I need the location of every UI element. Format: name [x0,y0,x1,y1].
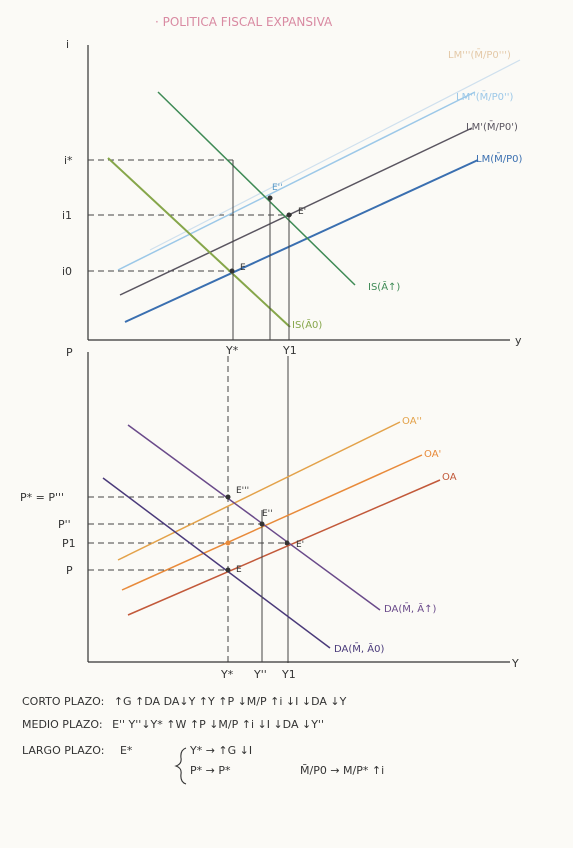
top-y-axis-label: i [66,38,69,51]
note-largo-label: LARGO PLAZO: [22,744,105,757]
label-y1-bottom: Y1 [281,668,296,681]
point-e0-bottom [225,567,231,573]
label-lm-faint: LM'''(M̄/P0''') [448,48,511,61]
point-e2 [267,195,273,201]
label-e0: E [240,263,246,273]
note-medio: MEDIO PLAZO: E'' Y''↓Y* ↑W ↑P ↓M/P ↑i ↓I… [22,718,324,731]
label-p0: P [66,564,73,577]
note-largo-tail: M̄/P0 → M/P* ↑i [300,764,385,777]
label-y1-top: Y1 [282,344,297,357]
label-e1: E' [298,207,306,217]
oa2-curve [117,421,401,561]
note-largo-line1: Y* → ↑G ↓I [190,744,253,757]
da1-curve [127,424,381,611]
label-e3-bottom: E''' [236,486,249,496]
note-corto-text: ↑G ↑DA DA↓Y ↑Y ↑P ↓M/P ↑i ↓I ↓DA ↓Y [113,695,347,708]
top-graph-labels: i y i* i1 i0 Y* Y1 LM'''(M̄/P0''') LM''(… [62,38,522,357]
point-e2-bottom [259,521,265,527]
label-e0-bottom: E [236,565,242,575]
label-da0: DA(M̄, Ā0) [334,642,384,655]
note-largo: LARGO PLAZO: E* [22,744,132,757]
bottom-x-axis-label: Y [511,657,519,670]
label-oa0: OA [442,472,457,483]
point-e3-bottom [225,494,231,500]
lm1-curve [119,127,473,296]
label-e1-bottom: E' [296,540,304,550]
is1-curve [157,91,356,286]
note-medio-label: MEDIO PLAZO: [22,718,103,731]
point-e-mid [225,540,231,546]
oa0-curve [127,479,441,616]
label-p2: P'' [58,518,71,531]
oa1-curve [121,454,423,591]
label-da1: DA(M̄, Ā↑) [384,602,436,615]
largo-brace [174,747,187,785]
label-lm2: LM''(M̄/P0'') [456,90,513,103]
label-is0: IS(Ā0) [292,318,322,331]
label-ystar-top: Y* [225,344,239,357]
label-i1: i1 [62,209,72,222]
label-istar: i* [64,154,73,167]
lm2-curve [117,91,476,271]
bottom-graph-labels: P Y P* = P''' P'' P1 P Y* Y'' Y1 OA'' OA… [20,346,519,681]
point-e0 [229,268,235,274]
point-e1-bottom [284,540,290,546]
label-ystar-bottom: Y* [220,668,234,681]
top-graph [87,45,521,341]
label-oa1: OA' [424,449,441,460]
label-y2-bottom: Y'' [253,668,267,681]
note-medio-text: E'' Y''↓Y* ↑W ↑P ↓M/P ↑i ↓I ↓DA ↓Y'' [112,718,324,731]
label-oa2: OA'' [402,416,422,427]
label-e2-bottom: E'' [262,509,273,519]
label-i0: i0 [62,265,72,278]
label-pstar: P* = P''' [20,491,64,504]
top-x-axis-label: y [515,334,522,347]
label-e2: E'' [272,183,283,193]
lm0-curve [124,159,479,323]
note-largo-point: E* [119,744,133,757]
bottom-graph [87,352,510,663]
lm-faint-curve [149,59,521,251]
label-p1: P1 [62,537,76,550]
label-is1: IS(Ā↑) [368,280,400,293]
label-lm1: LM'(M̄/P0') [466,120,518,133]
da0-curve [102,477,331,649]
note-corto: CORTO PLAZO: ↑G ↑DA DA↓Y ↑Y ↑P ↓M/P ↑i ↓… [22,695,346,708]
note-largo-line2: P* → P* [190,764,231,777]
label-lm0: LM(M̄/P0) [476,152,522,165]
point-e1 [286,212,292,218]
bottom-y-axis-label: P [66,346,73,359]
note-corto-label: CORTO PLAZO: [22,695,105,708]
page-title: · POLITICA FISCAL EXPANSIVA [155,15,333,29]
is0-curve [107,157,291,328]
